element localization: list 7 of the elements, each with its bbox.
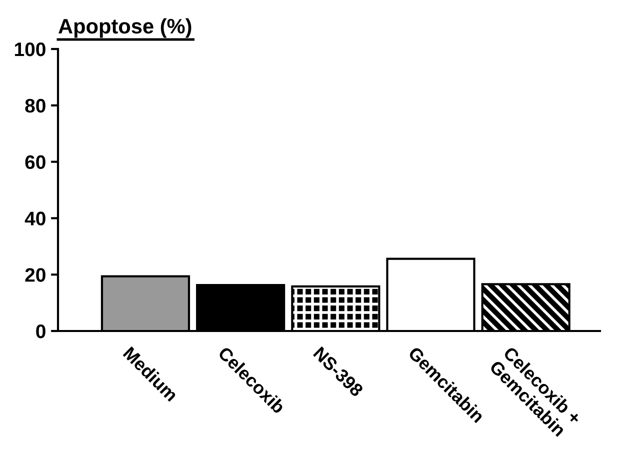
y-tick-label: 0 [36, 324, 46, 338]
y-axis-title: Apoptose (%) [58, 18, 192, 38]
y-tick-label: 80 [25, 98, 46, 113]
y-tick-label: 100 [14, 42, 46, 56]
y-tick-label: 40 [24, 212, 46, 226]
y-tick-label: 60 [25, 155, 46, 170]
y-tick-label: 20 [25, 268, 46, 282]
